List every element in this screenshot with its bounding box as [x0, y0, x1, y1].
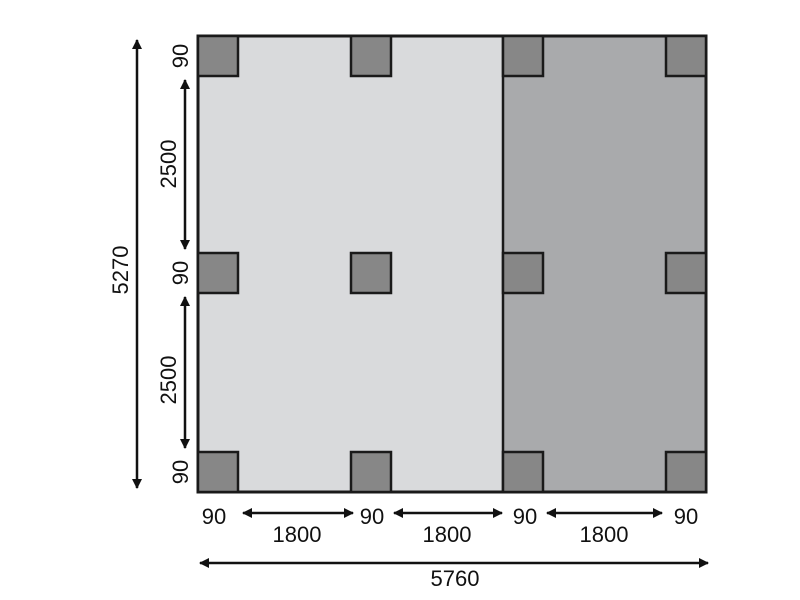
dim-post-4: 90: [674, 504, 698, 529]
dim-post-bottom: 90: [168, 460, 193, 484]
post: [196, 450, 240, 494]
post: [349, 251, 393, 295]
dim-total-width: 5760: [431, 566, 480, 591]
dim-post-1: 90: [202, 504, 226, 529]
posts: [196, 34, 708, 494]
dim-span-3: 1800: [580, 522, 629, 547]
post: [196, 34, 240, 78]
dim-post-2: 90: [360, 504, 384, 529]
post: [501, 251, 545, 295]
dim-span-lower: 2500: [156, 356, 181, 405]
dim-span-1: 1800: [273, 522, 322, 547]
dim-post-middle: 90: [168, 261, 193, 285]
dim-post-top: 90: [168, 44, 193, 68]
dim-post-3: 90: [513, 504, 537, 529]
dim-span-upper: 2500: [156, 140, 181, 189]
post: [501, 450, 545, 494]
post: [501, 34, 545, 78]
post: [349, 450, 393, 494]
post: [664, 251, 708, 295]
post: [349, 34, 393, 78]
post: [664, 450, 708, 494]
dim-total-height: 5270: [108, 246, 133, 295]
dim-span-2: 1800: [423, 522, 472, 547]
post: [664, 34, 708, 78]
post: [196, 251, 240, 295]
